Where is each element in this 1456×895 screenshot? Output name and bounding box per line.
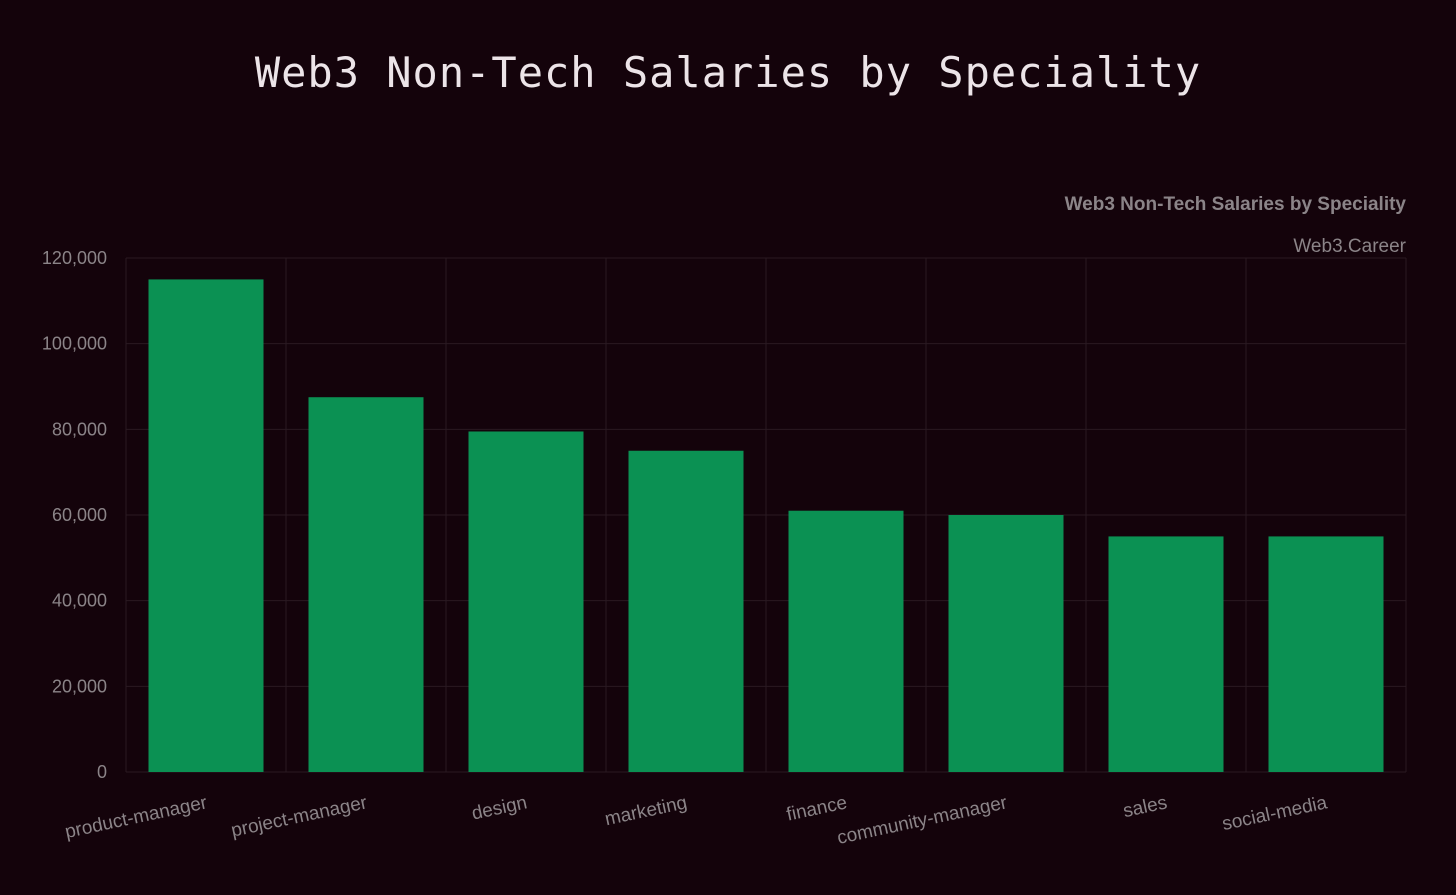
bar-product-manager: [148, 279, 264, 772]
x-tick-label: finance: [785, 792, 849, 825]
y-tick-label: 0: [97, 762, 107, 782]
x-tick-label: product-manager: [63, 792, 210, 843]
bar-marketing: [628, 450, 744, 772]
y-tick-label: 80,000: [52, 419, 107, 439]
bar-finance: [788, 510, 904, 772]
x-tick-label: community-manager: [835, 792, 1009, 849]
bars: [148, 279, 1384, 772]
x-tick-label: sales: [1121, 792, 1169, 822]
y-tick-label: 100,000: [42, 334, 107, 354]
bar-community-manager: [948, 515, 1064, 772]
y-tick-label: 20,000: [52, 676, 107, 696]
y-tick-label: 40,000: [52, 591, 107, 611]
y-tick-label: 60,000: [52, 505, 107, 525]
y-tick-label: 120,000: [42, 248, 107, 268]
page-title: Web3 Non-Tech Salaries by Speciality: [254, 48, 1202, 97]
bar-project-manager: [308, 397, 424, 772]
y-axis-ticks: 0 20,000 40,000 60,000 80,000 100,000 120,000: [42, 248, 107, 782]
chart-subtitle: Web3.Career: [1293, 236, 1406, 257]
chart-inner-title: Web3 Non-Tech Salaries by Speciality: [1065, 194, 1407, 215]
x-tick-label: marketing: [603, 792, 689, 830]
bar-sales: [1108, 536, 1224, 772]
x-tick-label: project-manager: [229, 792, 369, 841]
x-tick-label: social-media: [1220, 792, 1329, 835]
x-tick-label: design: [470, 792, 529, 824]
x-axis-labels: product-manager project-manager design mark…: [63, 792, 1329, 849]
bar-social-media: [1268, 536, 1384, 772]
bar-design: [468, 431, 584, 772]
